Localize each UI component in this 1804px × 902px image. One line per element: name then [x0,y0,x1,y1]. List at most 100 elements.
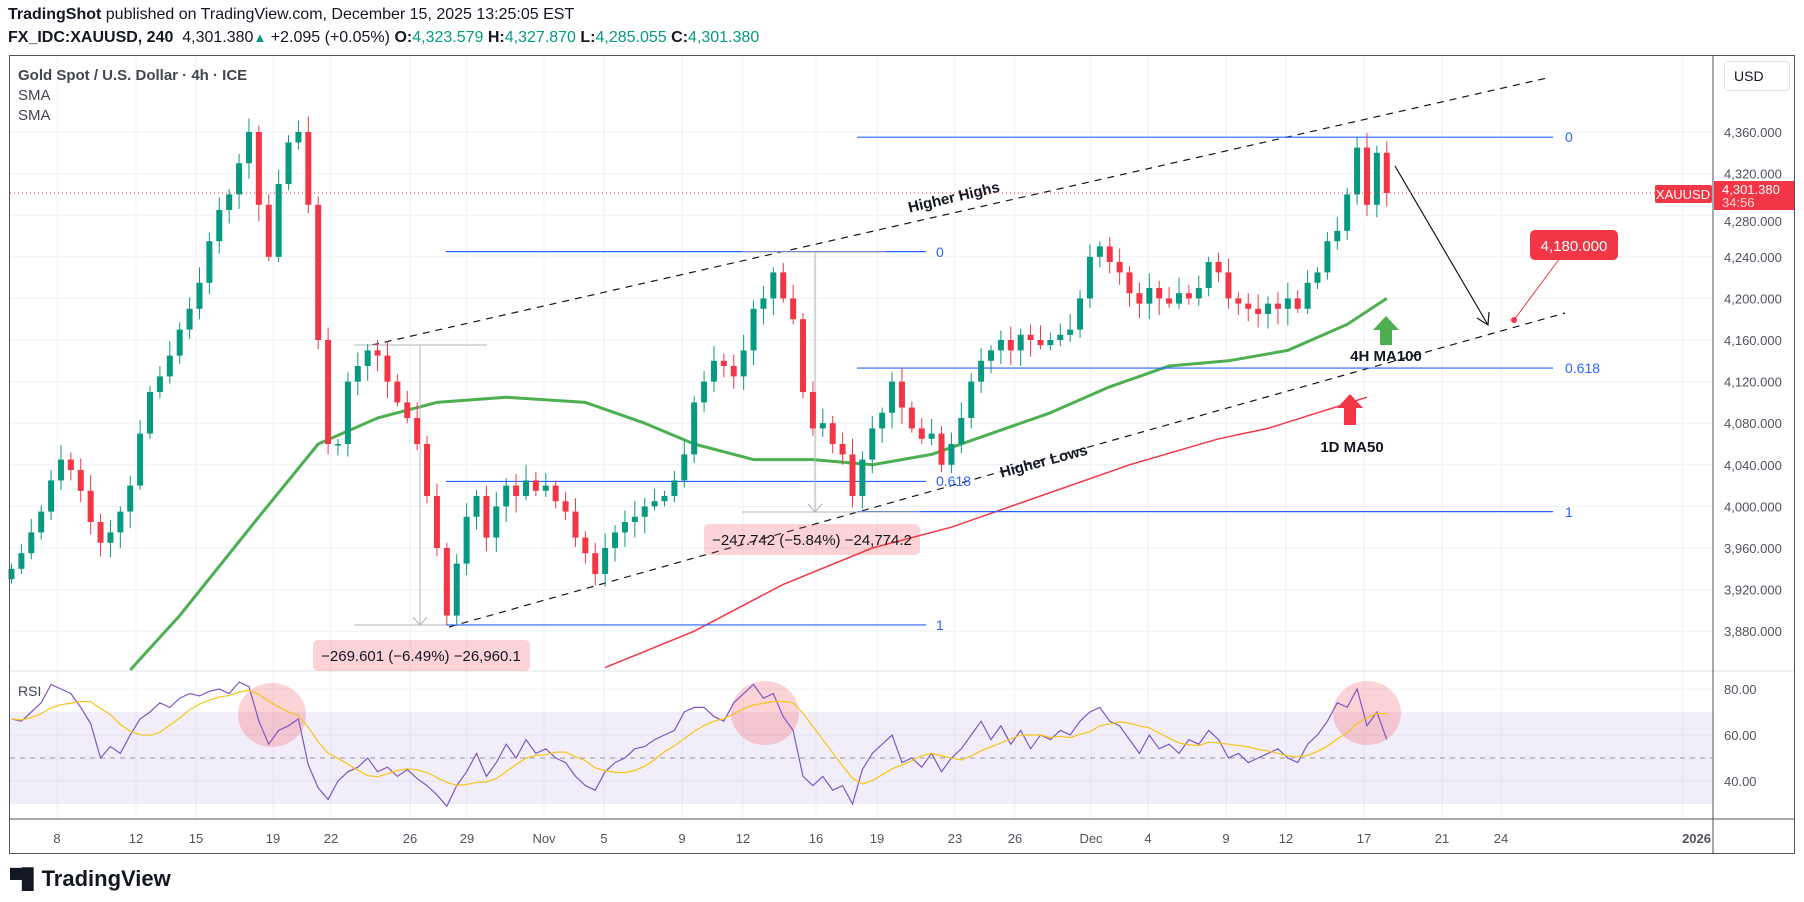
red-up-arrow-icon [1337,394,1363,425]
candle [612,525,619,562]
candle [1324,231,1331,280]
candle [315,196,322,350]
rsi-highlights [238,681,1401,747]
candle [839,432,846,465]
candle-body [1027,334,1034,340]
candle [1334,217,1341,250]
candle-body [147,392,154,434]
candle-body [315,204,322,340]
candle-body [186,308,193,330]
candle [602,533,609,587]
symbol-info-bar: FX_IDC:XAUUSD, 240 4,301.380▲ +2.095 (+0… [8,29,759,47]
measure-2-label: −247.742 (−5.84%) −24,774.2 [712,532,912,549]
candle [1363,133,1370,217]
candle [1373,145,1380,218]
candle [1086,244,1093,308]
candle [424,435,431,504]
candle [295,120,302,150]
candle-body [968,381,975,418]
candle-body [226,194,233,210]
candle-body [710,360,717,382]
candle-body [1067,329,1074,335]
candle-body [374,350,381,356]
candle [137,420,144,490]
time-tick-label: 22 [324,831,338,846]
candle-body [325,340,332,444]
candle [790,284,797,325]
candle-body [1324,241,1331,273]
candle [661,490,668,507]
target-callout-box[interactable] [1530,230,1618,260]
currency-button[interactable]: USD [1724,61,1790,91]
candle [483,485,490,552]
candle [1166,286,1173,308]
candle [859,451,866,509]
candle [809,381,816,436]
candle-body [691,402,698,455]
candle [898,368,905,425]
candle [522,464,529,501]
candle [107,519,114,558]
candle-body [928,433,935,439]
rsi-ma-line [11,689,1387,786]
candle [404,390,411,424]
time-tick-label: 23 [948,831,962,846]
high-value: 4,327.870 [504,29,576,46]
candle-body [908,407,915,429]
candle [621,510,628,547]
price-tick-label: 4,080.000 [1724,416,1782,431]
time-tick-label: 17 [1357,831,1371,846]
candle-body [384,355,391,382]
candle [1146,273,1153,320]
candle [453,554,460,626]
candle-body [354,366,361,382]
rsi-overbought-highlight [238,683,306,747]
candle-body [1156,288,1163,299]
candle [354,352,361,396]
rsi-axis[interactable]: 80.00 60.00 40.00 [1724,682,1757,789]
candle-body [958,418,965,444]
time-tick-label: 5 [600,831,607,846]
candle [1235,292,1242,316]
candle [1017,328,1024,366]
candle [691,396,698,463]
candle [1255,294,1262,328]
candle [938,426,945,473]
candle-body [1304,282,1311,309]
candle [1077,290,1084,338]
candle [18,543,25,574]
time-axis[interactable]: 8 12 15 19 22 26 29 Nov 5 9 12 16 19 23 26 Dec 4 9 12 17 21 2… [53,831,1711,846]
candle [305,116,312,214]
candle-body [1086,256,1093,299]
candles [8,116,1390,626]
author-name[interactable]: TradingShot [8,6,102,23]
candle [48,470,55,520]
candle-body [740,350,747,377]
candle-body [236,163,243,195]
candle [226,189,233,224]
sma-legend-1[interactable]: SMA [18,87,51,104]
candle-body [1116,262,1123,273]
tradingview-logo[interactable]: ▀▊ TradingView [10,866,171,892]
candle [572,498,579,547]
candle [1274,292,1281,325]
measure-2-box [704,524,920,555]
candle-body [879,412,886,429]
candle [1265,296,1272,329]
price-axis[interactable]: 4,360.000 4,320.000 4,280.000 4,240.000 4,20… [1724,125,1782,639]
candle [1225,258,1232,309]
candle-body [1354,147,1361,195]
candle [928,419,935,446]
candle-body [819,423,826,429]
candle [443,542,450,625]
candle [1106,237,1113,274]
candle [770,267,777,316]
candle [1027,324,1034,357]
candle-body [1363,147,1370,205]
candle [800,312,807,399]
time-tick-label: 26 [1008,831,1022,846]
candle-body [463,516,470,564]
sma-legend-2[interactable]: SMA [18,107,51,124]
candle [127,476,134,529]
